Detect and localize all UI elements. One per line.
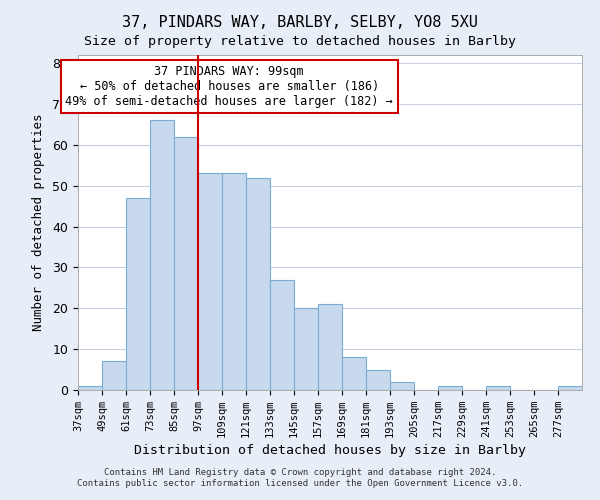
Bar — [486, 386, 510, 390]
Bar — [318, 304, 342, 390]
Bar — [390, 382, 414, 390]
Bar — [366, 370, 390, 390]
Bar — [270, 280, 294, 390]
Bar — [222, 174, 246, 390]
Bar — [342, 358, 366, 390]
Text: 37, PINDARS WAY, BARLBY, SELBY, YO8 5XU: 37, PINDARS WAY, BARLBY, SELBY, YO8 5XU — [122, 15, 478, 30]
Bar — [558, 386, 582, 390]
X-axis label: Distribution of detached houses by size in Barlby: Distribution of detached houses by size … — [134, 444, 526, 457]
Bar — [78, 386, 102, 390]
Bar — [102, 362, 126, 390]
Bar — [150, 120, 174, 390]
Bar — [198, 174, 222, 390]
Bar — [246, 178, 270, 390]
Bar — [174, 136, 198, 390]
Text: Size of property relative to detached houses in Barlby: Size of property relative to detached ho… — [84, 35, 516, 48]
Bar — [438, 386, 462, 390]
Text: Contains HM Land Registry data © Crown copyright and database right 2024.
Contai: Contains HM Land Registry data © Crown c… — [77, 468, 523, 487]
Text: 37 PINDARS WAY: 99sqm
← 50% of detached houses are smaller (186)
49% of semi-det: 37 PINDARS WAY: 99sqm ← 50% of detached … — [65, 65, 393, 108]
Bar — [294, 308, 318, 390]
Bar — [126, 198, 150, 390]
Y-axis label: Number of detached properties: Number of detached properties — [32, 114, 46, 331]
